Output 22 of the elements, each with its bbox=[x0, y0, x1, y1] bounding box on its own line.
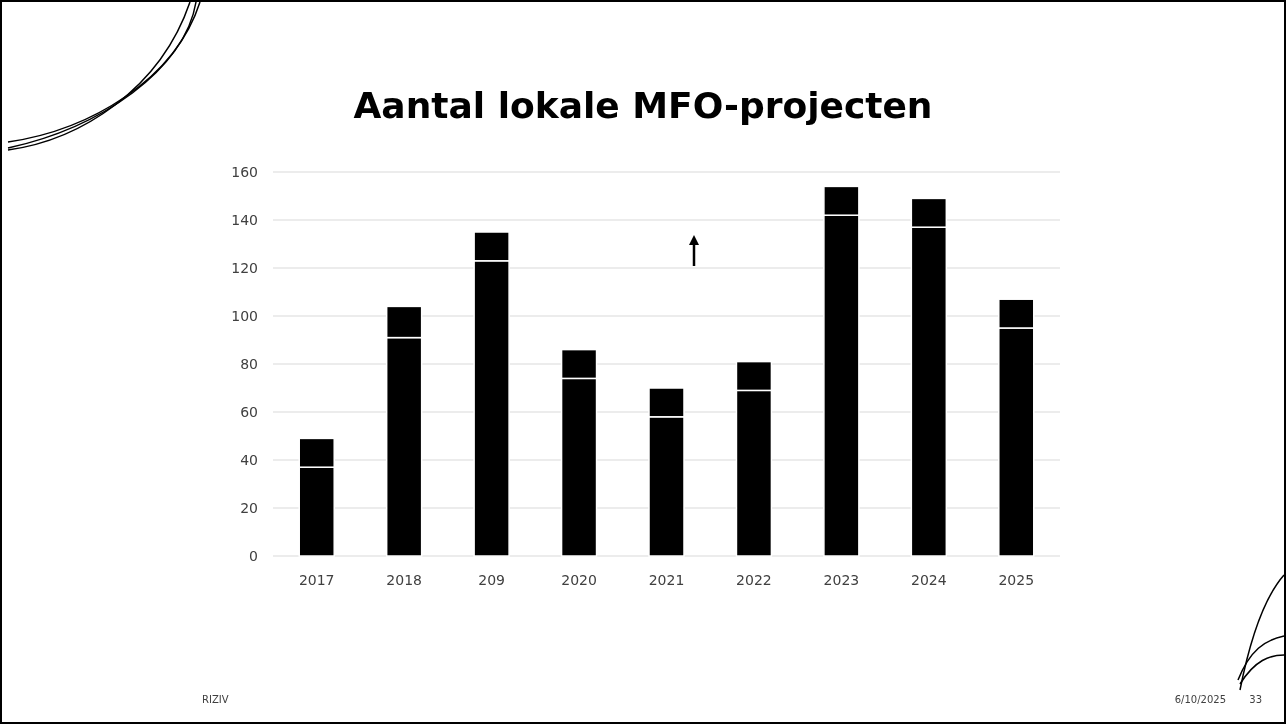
y-tick-label: 40 bbox=[240, 451, 258, 468]
y-tick-label: 120 bbox=[231, 259, 258, 276]
y-tick-label: 20 bbox=[240, 499, 258, 516]
x-tick-label: 2025 bbox=[998, 572, 1035, 588]
y-tick-label: 60 bbox=[240, 403, 258, 420]
x-tick-label: 2020 bbox=[561, 572, 597, 588]
y-tick-label: 80 bbox=[240, 355, 258, 372]
y-tick-label: 160 bbox=[231, 163, 258, 180]
x-tick-label: 2022 bbox=[736, 572, 772, 588]
y-tick-label: 0 bbox=[249, 547, 258, 564]
text: 33 bbox=[1249, 694, 1262, 705]
x-tick-label: 209 bbox=[478, 572, 505, 588]
y-tick-label: 100 bbox=[231, 307, 258, 324]
x-tick-label: 2018 bbox=[386, 572, 422, 588]
x-tick-label: 2023 bbox=[823, 572, 860, 588]
x-tick-label: 2024 bbox=[911, 572, 947, 588]
text: 6/10/2025 bbox=[1174, 694, 1226, 705]
x-tick-label: 2021 bbox=[648, 572, 685, 588]
text: RIZIV bbox=[202, 694, 229, 705]
y-tick-label: 140 bbox=[231, 211, 258, 228]
chart-title: Aantal lokale MFO-projecten bbox=[353, 85, 933, 126]
x-tick-label: 2017 bbox=[298, 572, 335, 588]
